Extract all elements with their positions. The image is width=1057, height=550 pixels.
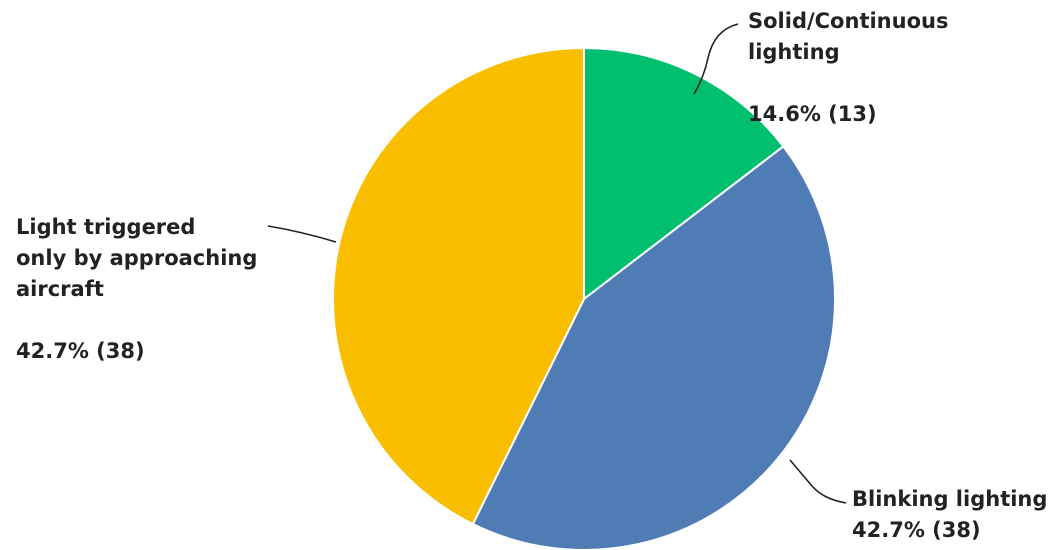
pie-slice-solid-continuous-lighting [583,47,785,300]
slice-label-line: Solid/Continuous [748,9,949,33]
slice-label-line: lighting [748,40,840,64]
leader-line-blinking-lighting [789,459,847,504]
slice-label-line: Light triggered [16,215,196,239]
leader-line-light-triggered-by-aircraft [267,225,337,243]
slice-label-line: aircraft [16,277,104,301]
pie-slice-blinking-lighting [471,145,836,550]
slice-value-label: 14.6% (13) [748,102,877,126]
pie-slices [332,47,836,550]
slice-label-light-triggered-by-aircraft: Light triggered only by approaching airc… [16,212,257,367]
slice-label-solid-continuous-lighting: Solid/Continuous lighting 14.6% (13) [748,6,948,130]
leader-line-solid-continuous-lighting [693,23,739,95]
slice-value-label: 42.7% (38) [16,339,145,363]
slice-label-line: Blinking lighting [852,487,1048,511]
slice-label-line: only by approaching [16,246,258,270]
leader-lines [267,23,847,504]
slice-value-label: 42.7% (38) [852,518,981,542]
pie-slice-light-triggered-by-aircraft [332,47,585,526]
slice-label-blinking-lighting: Blinking lighting 42.7% (38) [852,484,1047,546]
